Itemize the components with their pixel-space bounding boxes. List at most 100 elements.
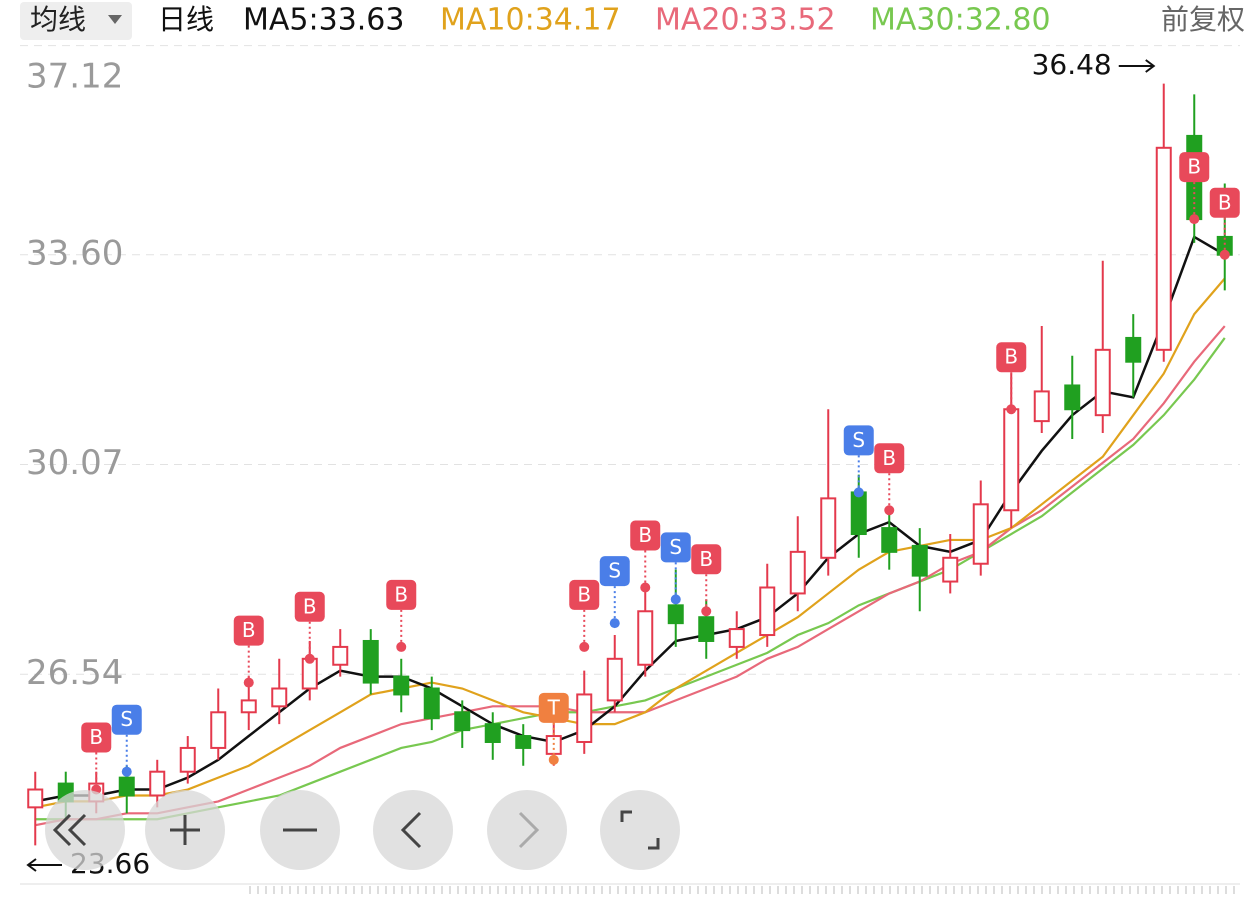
dropdown-icon[interactable] (108, 15, 122, 24)
candle-body (149, 770, 166, 797)
legend-entry: MA20:33.52 (655, 3, 836, 38)
button-icon (52, 813, 87, 847)
marker-badge (111, 704, 142, 735)
y-tick-label: 26.54 (26, 653, 123, 693)
button-bg (487, 790, 567, 870)
control-button[interactable] (145, 790, 225, 870)
selector-box[interactable] (20, 2, 132, 40)
legend-entry: MA5:33.63 (243, 3, 404, 38)
marker-dot (640, 582, 651, 593)
high-label: 36.48 (1032, 48, 1112, 81)
candle-body (484, 723, 501, 743)
candle-body (637, 610, 654, 666)
marker-label: B (242, 618, 256, 642)
candle-body (1125, 336, 1142, 363)
y-tick-label: 30.07 (26, 443, 123, 483)
marker-label: B (1187, 155, 1201, 179)
control-button[interactable] (600, 790, 680, 870)
candle-body (210, 711, 227, 749)
marker-badge (569, 579, 600, 610)
candle-body (911, 544, 928, 577)
marker-label: B (303, 594, 317, 618)
legend-entry: MA10:34.17 (440, 3, 621, 38)
candle-body (667, 604, 684, 625)
candle-body (850, 491, 867, 536)
button-icon (620, 810, 660, 850)
ma-line (35, 235, 1226, 803)
marker-badge (538, 692, 569, 723)
marker-badge (1209, 187, 1240, 218)
button-icon (518, 811, 540, 849)
candle-body (240, 699, 257, 714)
adjust[interactable]: 前复权 (1161, 3, 1245, 36)
marker-dot (1189, 214, 1200, 225)
marker-dot (609, 618, 620, 629)
candle-body (1064, 384, 1081, 411)
marker-label: B (1004, 345, 1018, 369)
y-tick-label: 33.60 (26, 233, 123, 273)
marker-badge (660, 532, 691, 563)
candle-body (759, 586, 776, 637)
marker-dot (579, 641, 590, 652)
ma-line (35, 337, 1226, 821)
button-bg (373, 790, 453, 870)
marker-badge (233, 615, 264, 646)
candle-body (179, 746, 196, 773)
high-arrow (1118, 59, 1156, 73)
candle-body (1155, 146, 1172, 351)
control-button[interactable] (260, 790, 340, 870)
marker-label: B (577, 582, 591, 606)
marker-dot (243, 677, 254, 688)
control-button[interactable] (373, 790, 453, 870)
candle-body (942, 556, 959, 583)
marker-badge (386, 579, 417, 610)
control-button[interactable] (45, 790, 125, 870)
candle-body (118, 776, 135, 797)
candle-body (515, 735, 532, 749)
marker-label: S (852, 428, 865, 452)
period: 日线 (158, 3, 214, 36)
marker-badge (294, 591, 325, 622)
button-bg (45, 790, 125, 870)
marker-label: B (638, 523, 652, 547)
candle-body (1003, 408, 1020, 512)
candle-body (820, 497, 837, 559)
marker-label: B (1218, 190, 1232, 214)
candle-body (728, 628, 745, 648)
ma-line (35, 277, 1226, 809)
marker-badge (843, 425, 874, 456)
marker-label: T (547, 695, 561, 719)
candle-body (454, 711, 471, 732)
x-ruler (249, 886, 1235, 894)
candle-body (393, 675, 410, 696)
candle-body (1094, 348, 1111, 417)
candle-body (332, 645, 349, 666)
marker-label: B (699, 547, 713, 571)
marker-label: S (669, 535, 682, 559)
marker-dot (1006, 404, 1017, 415)
candle-body (606, 657, 623, 702)
candle-body (362, 639, 379, 684)
marker-badge (996, 342, 1027, 373)
y-tick-label: 37.12 (26, 57, 123, 97)
marker-label: S (120, 707, 133, 731)
ma-line (35, 325, 1226, 827)
marker-dot (396, 641, 407, 652)
marker-dot (121, 766, 132, 777)
button-icon (400, 811, 422, 849)
marker-dot (701, 606, 712, 617)
marker-badge (630, 520, 661, 551)
candle-body (972, 503, 989, 565)
selector[interactable]: 均线 (30, 3, 86, 36)
candle-body (1033, 390, 1050, 423)
marker-dot (304, 653, 315, 664)
marker-label: B (394, 582, 408, 606)
marker-dot (548, 754, 559, 765)
candle-body (27, 788, 44, 809)
marker-badge (874, 443, 905, 474)
marker-dot (1219, 249, 1230, 260)
marker-dot (670, 594, 681, 605)
control-button[interactable] (487, 790, 567, 870)
